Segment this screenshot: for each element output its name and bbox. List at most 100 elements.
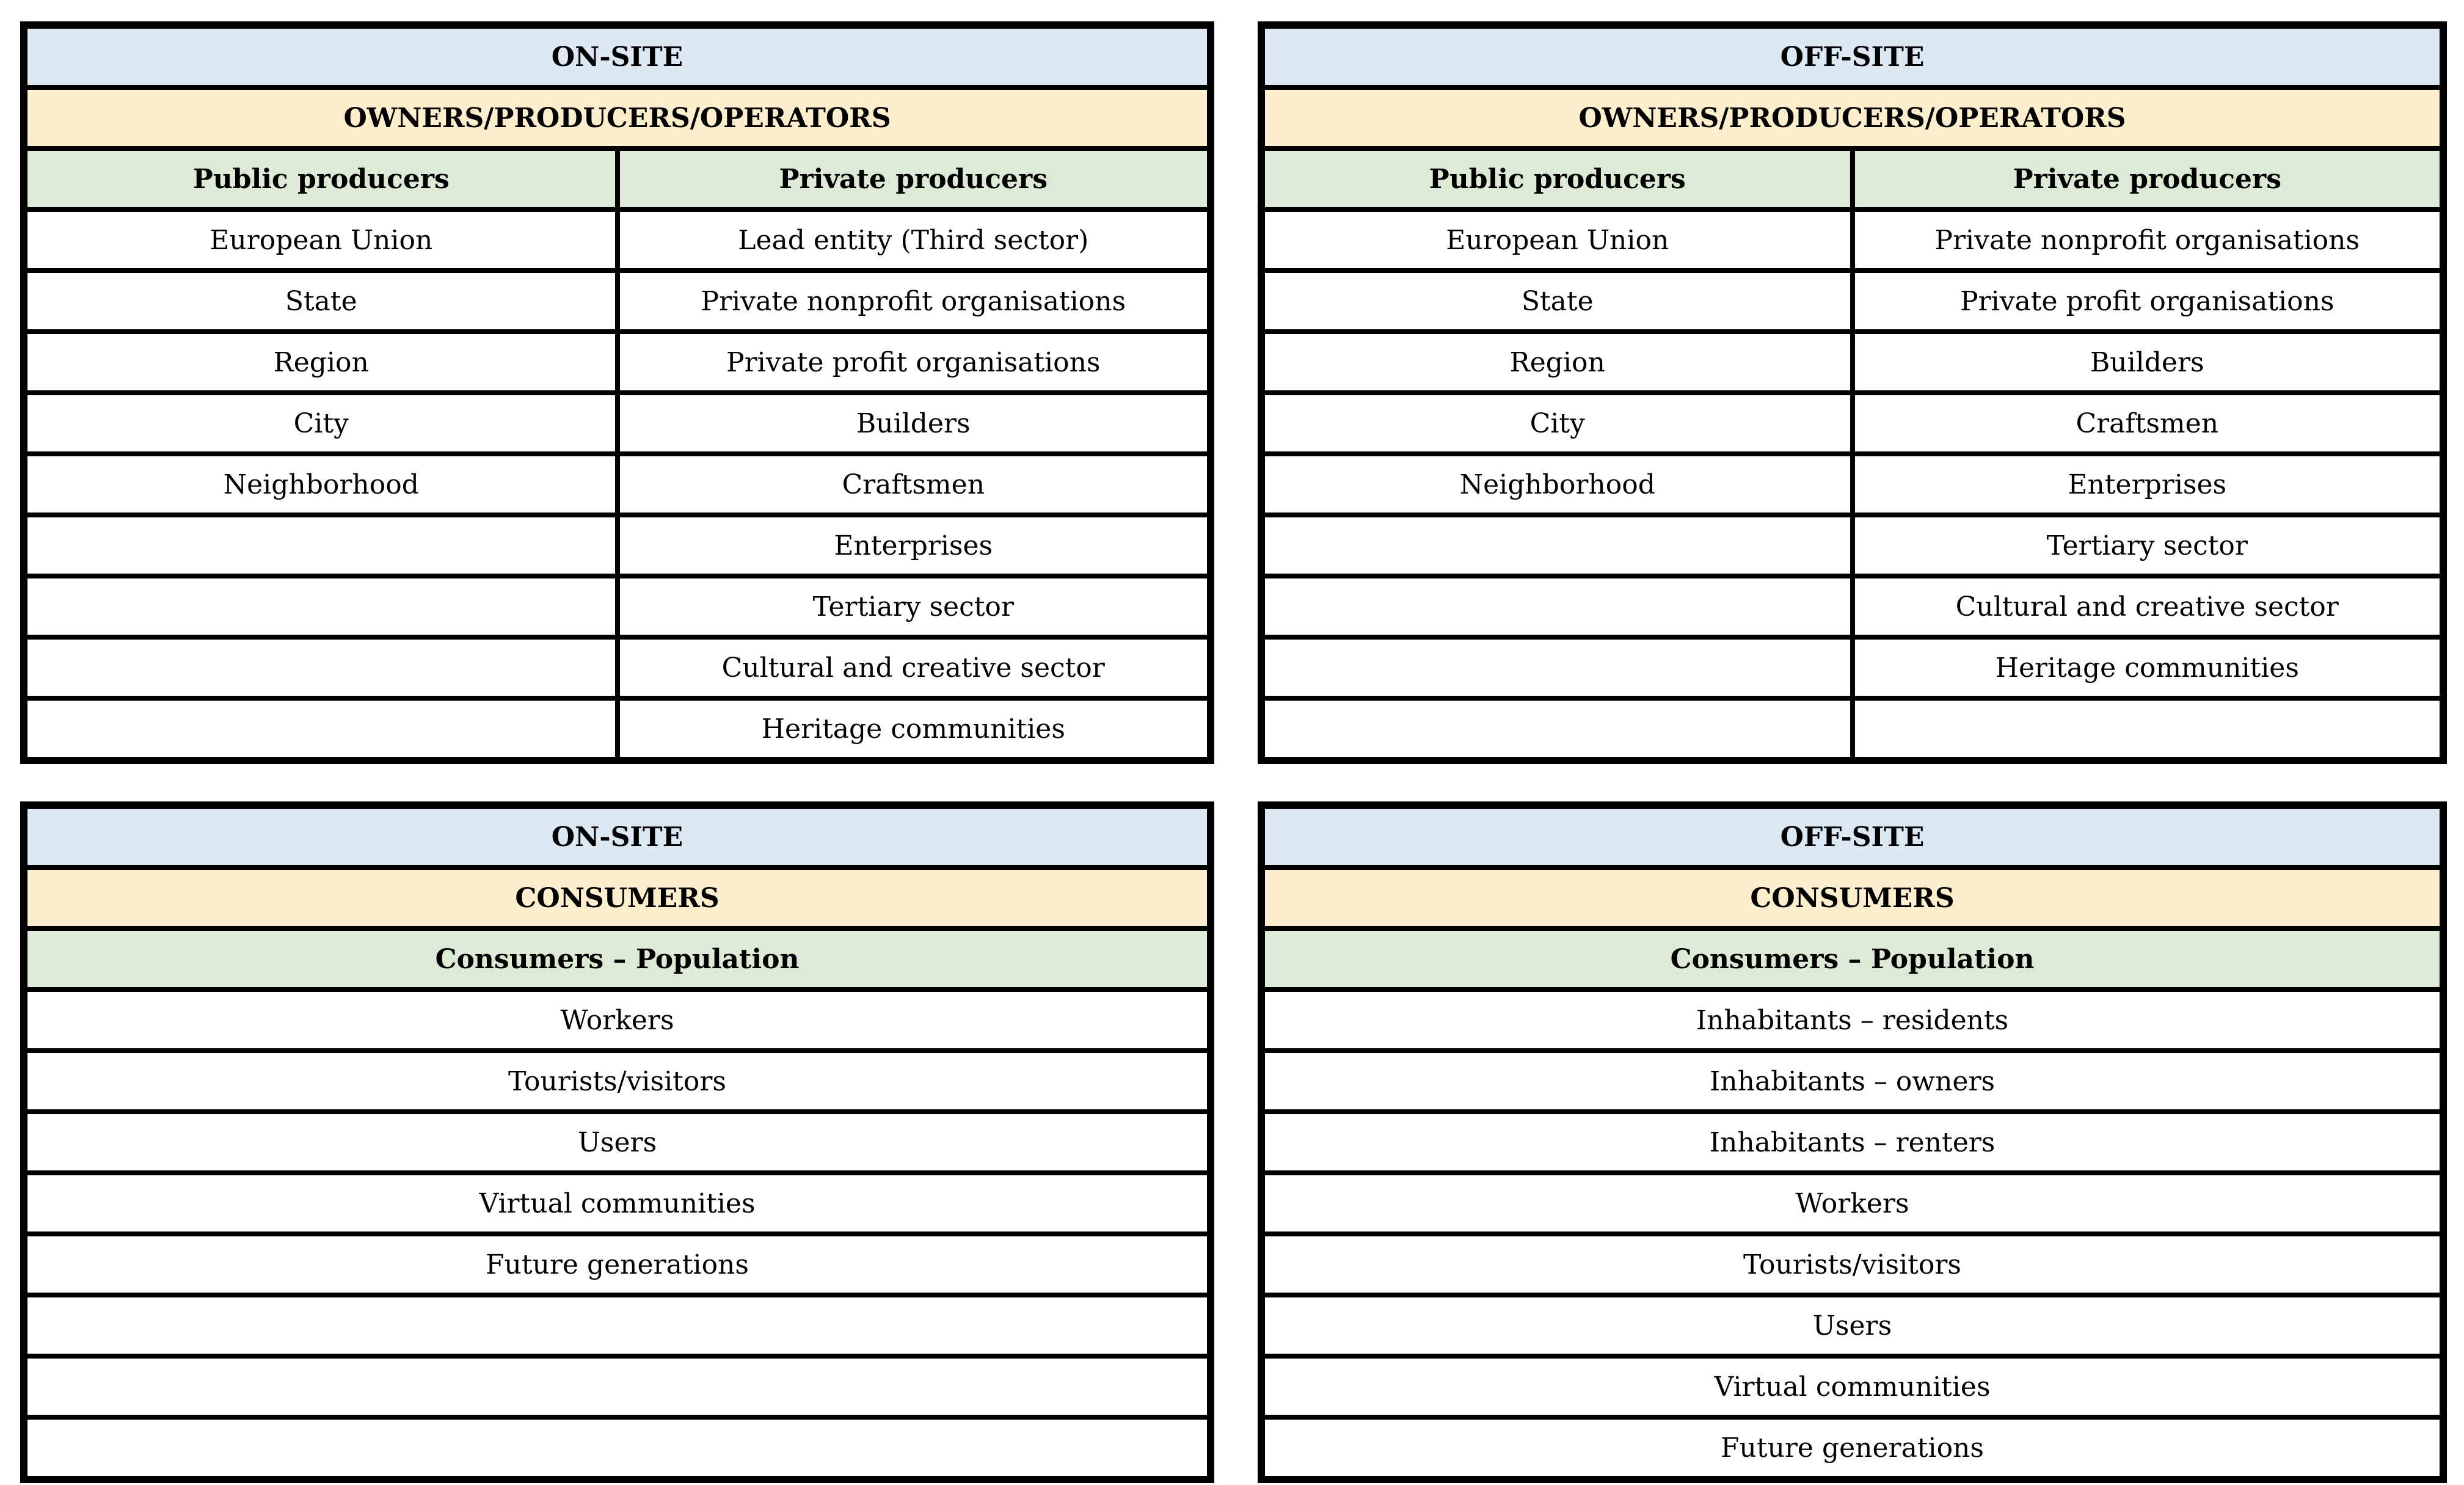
- column-header-cell: Consumers – Population: [21, 926, 1213, 992]
- table-row: CONSUMERS: [21, 865, 1213, 931]
- table-row: Workers: [21, 987, 1213, 1053]
- table-row: Region Private profit organisations: [21, 329, 1213, 395]
- data-cell: [21, 1293, 1213, 1359]
- data-cell: State: [1259, 268, 1855, 334]
- data-cell: Private nonprofit organisations: [614, 268, 1213, 334]
- data-cell: European Union: [1259, 207, 1855, 273]
- data-cell: [21, 635, 620, 701]
- data-cell: Private profit organisations: [614, 329, 1213, 395]
- category-header-cell: CONSUMERS: [1259, 865, 2446, 931]
- table-row: Public producers Private producers: [1259, 146, 2446, 212]
- table-row: Virtual communities: [21, 1170, 1213, 1236]
- table-row: OFF-SITE: [1259, 23, 2446, 90]
- table-row: Enterprises: [21, 513, 1213, 578]
- table-row: City Craftsmen: [1259, 390, 2446, 456]
- category-header-cell: OWNERS/PRODUCERS/OPERATORS: [1259, 85, 2446, 151]
- data-cell: Heritage communities: [1850, 635, 2446, 701]
- data-cell: [1259, 635, 1855, 701]
- data-cell: Virtual communities: [1259, 1354, 2446, 1420]
- data-cell: State: [21, 268, 620, 334]
- table-row: [1259, 696, 2446, 763]
- table-row: Inhabitants – owners: [1259, 1048, 2446, 1114]
- data-cell: Region: [1259, 329, 1855, 395]
- data-cell: Tertiary sector: [1850, 513, 2446, 578]
- table-row: Future generations: [1259, 1415, 2446, 1482]
- column-header-cell: Private producers: [614, 146, 1213, 212]
- data-cell: City: [1259, 390, 1855, 456]
- table-row: Users: [21, 1109, 1213, 1175]
- table-row: Cultural and creative sector: [1259, 574, 2446, 640]
- category-header-cell: CONSUMERS: [21, 865, 1213, 931]
- data-cell: Tourists/visitors: [21, 1048, 1213, 1114]
- table-row: Tertiary sector: [21, 574, 1213, 640]
- data-cell: Builders: [614, 390, 1213, 456]
- column-header-cell: Consumers – Population: [1259, 926, 2446, 992]
- data-cell: [1850, 696, 2446, 763]
- data-cell: Workers: [21, 987, 1213, 1053]
- table-row: State Private profit organisations: [1259, 268, 2446, 334]
- table-row: Public producers Private producers: [21, 146, 1213, 212]
- data-cell: Neighborhood: [21, 451, 620, 517]
- table-row: Heritage communities: [1259, 635, 2446, 701]
- table-row: Region Builders: [1259, 329, 2446, 395]
- data-cell: City: [21, 390, 620, 456]
- table-row: Virtual communities: [1259, 1354, 2446, 1420]
- table-row: Heritage communities: [21, 696, 1213, 763]
- data-cell: Private nonprofit organisations: [1850, 207, 2446, 273]
- table-row: Tourists/visitors: [21, 1048, 1213, 1114]
- table-row: ON-SITE: [21, 23, 1213, 90]
- table-row: [21, 1354, 1213, 1420]
- site-header-cell: ON-SITE: [21, 803, 1213, 870]
- table-row: Tourists/visitors: [1259, 1231, 2446, 1297]
- table-row: Consumers – Population: [21, 926, 1213, 992]
- table-body: OFF-SITE CONSUMERS Consumers – Populatio…: [1259, 803, 2446, 1482]
- table-row: Users: [1259, 1293, 2446, 1359]
- table-offsite-consumers: OFF-SITE CONSUMERS Consumers – Populatio…: [1258, 801, 2447, 1483]
- site-header-cell: ON-SITE: [21, 23, 1213, 90]
- table-body: ON-SITE CONSUMERS Consumers – Population…: [21, 803, 1213, 1482]
- data-cell: Lead entity (Third sector): [614, 207, 1213, 273]
- table-row: OWNERS/PRODUCERS/OPERATORS: [1259, 85, 2446, 151]
- data-cell: Cultural and creative sector: [614, 635, 1213, 701]
- table-row: European Union Private nonprofit organis…: [1259, 207, 2446, 273]
- data-cell: Future generations: [21, 1231, 1213, 1297]
- table-row: Workers: [1259, 1170, 2446, 1236]
- table-row: Consumers – Population: [1259, 926, 2446, 992]
- data-cell: Builders: [1850, 329, 2446, 395]
- table-onsite-producers: ON-SITE OWNERS/PRODUCERS/OPERATORS Publi…: [20, 21, 1214, 764]
- table-row: Neighborhood Craftsmen: [21, 451, 1213, 517]
- data-cell: Users: [1259, 1293, 2446, 1359]
- table-body: OFF-SITE OWNERS/PRODUCERS/OPERATORS Publ…: [1259, 23, 2446, 763]
- column-header-cell: Public producers: [21, 146, 620, 212]
- table-body: ON-SITE OWNERS/PRODUCERS/OPERATORS Publi…: [21, 23, 1213, 763]
- table-row: OFF-SITE: [1259, 803, 2446, 870]
- data-cell: Heritage communities: [614, 696, 1213, 763]
- data-cell: [21, 1415, 1213, 1482]
- data-cell: Region: [21, 329, 620, 395]
- data-cell: Private profit organisations: [1850, 268, 2446, 334]
- data-cell: [21, 696, 620, 763]
- data-cell: Workers: [1259, 1170, 2446, 1236]
- data-cell: Inhabitants – residents: [1259, 987, 2446, 1053]
- table-row: Inhabitants – renters: [1259, 1109, 2446, 1175]
- data-cell: Inhabitants – renters: [1259, 1109, 2446, 1175]
- column-header-cell: Public producers: [1259, 146, 1855, 212]
- data-cell: Enterprises: [614, 513, 1213, 578]
- table-offsite-producers: OFF-SITE OWNERS/PRODUCERS/OPERATORS Publ…: [1258, 21, 2447, 764]
- site-header-cell: OFF-SITE: [1259, 23, 2446, 90]
- table-row: Cultural and creative sector: [21, 635, 1213, 701]
- data-cell: [1259, 696, 1855, 763]
- table-row: City Builders: [21, 390, 1213, 456]
- table-row: Neighborhood Enterprises: [1259, 451, 2446, 517]
- table-row: European Union Lead entity (Third sector…: [21, 207, 1213, 273]
- data-cell: Craftsmen: [614, 451, 1213, 517]
- category-header-cell: OWNERS/PRODUCERS/OPERATORS: [21, 85, 1213, 151]
- data-cell: Virtual communities: [21, 1170, 1213, 1236]
- data-cell: [21, 513, 620, 578]
- data-cell: Future generations: [1259, 1415, 2446, 1482]
- data-cell: Enterprises: [1850, 451, 2446, 517]
- table-onsite-consumers: ON-SITE CONSUMERS Consumers – Population…: [20, 801, 1214, 1483]
- table-row: State Private nonprofit organisations: [21, 268, 1213, 334]
- column-header-cell: Private producers: [1850, 146, 2446, 212]
